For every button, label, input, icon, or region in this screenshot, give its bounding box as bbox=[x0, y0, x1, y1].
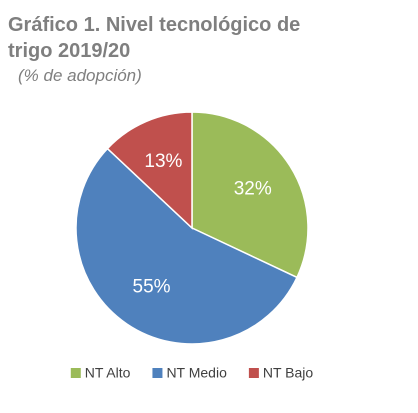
legend-label: NT Alto bbox=[85, 365, 131, 381]
legend-swatch bbox=[70, 368, 81, 378]
chart-title: Gráfico 1. Nivel tecnológico de trigo 20… bbox=[8, 14, 301, 62]
pie-slice bbox=[75, 147, 298, 345]
legend-label: NT Bajo bbox=[263, 365, 314, 381]
legend-label: NT Medio bbox=[166, 365, 227, 381]
legend-swatch bbox=[248, 368, 259, 378]
data-label: 32% bbox=[234, 178, 272, 199]
pie-slice bbox=[106, 111, 193, 230]
legend-swatch bbox=[152, 368, 163, 378]
data-label: 13% bbox=[144, 151, 182, 172]
pie-slice bbox=[191, 111, 309, 279]
chart-subtitle: (% de adopción) bbox=[18, 66, 142, 85]
data-label: 55% bbox=[133, 276, 171, 297]
